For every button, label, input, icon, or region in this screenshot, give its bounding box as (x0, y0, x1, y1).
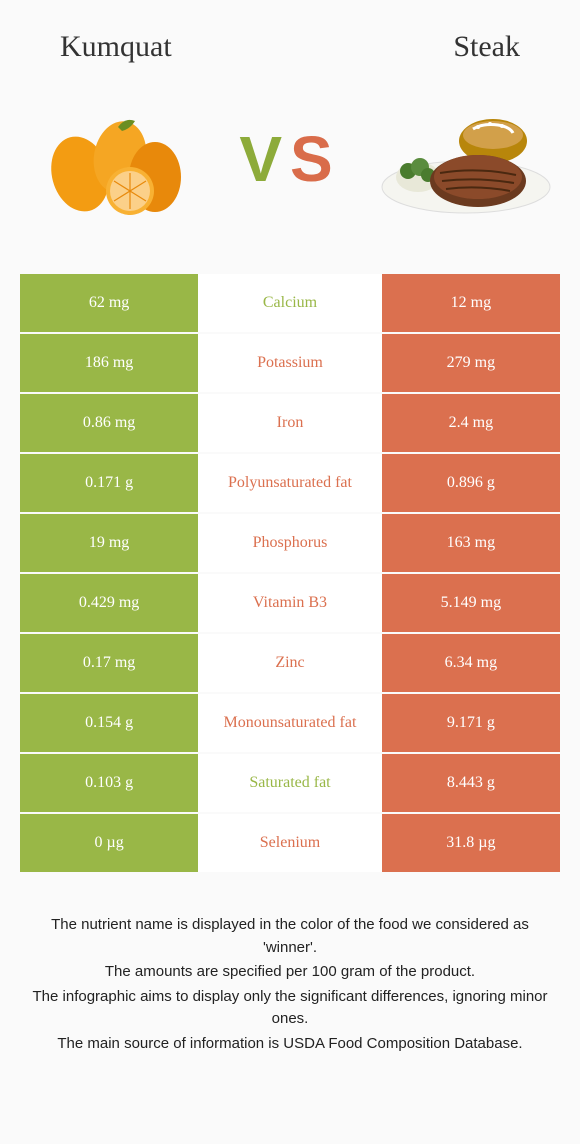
table-body: 62 mgCalcium12 mg186 mgPotassium279 mg0.… (20, 274, 560, 874)
nutrient-label-cell: Vitamin B3 (198, 574, 382, 634)
table-row: 0.154 gMonounsaturated fat9.171 g (20, 694, 560, 754)
right-value-cell: 163 mg (382, 514, 560, 574)
left-value-cell: 0.103 g (20, 754, 198, 814)
steak-image (375, 94, 555, 224)
table-row: 0 µgSelenium31.8 µg (20, 814, 560, 874)
left-value-cell: 0.17 mg (20, 634, 198, 694)
left-value-cell: 0.154 g (20, 694, 198, 754)
nutrient-label-cell: Zinc (198, 634, 382, 694)
left-value-cell: 19 mg (20, 514, 198, 574)
footnote-line: The infographic aims to display only the… (30, 986, 550, 1031)
footnote: The nutrient name is displayed in the co… (20, 874, 560, 1055)
left-value-cell: 0.171 g (20, 454, 198, 514)
nutrient-label-cell: Potassium (198, 334, 382, 394)
images-row: VS (20, 94, 560, 274)
right-value-cell: 279 mg (382, 334, 560, 394)
nutrient-label-cell: Monounsaturated fat (198, 694, 382, 754)
table-row: 62 mgCalcium12 mg (20, 274, 560, 334)
left-value-cell: 0.429 mg (20, 574, 198, 634)
left-value-cell: 62 mg (20, 274, 198, 334)
table-row: 0.171 gPolyunsaturated fat0.896 g (20, 454, 560, 514)
table-row: 0.86 mgIron2.4 mg (20, 394, 560, 454)
right-value-cell: 2.4 mg (382, 394, 560, 454)
right-food-title: Steak (453, 30, 520, 64)
table-row: 19 mgPhosphorus163 mg (20, 514, 560, 574)
right-value-cell: 12 mg (382, 274, 560, 334)
right-value-cell: 6.34 mg (382, 634, 560, 694)
left-value-cell: 186 mg (20, 334, 198, 394)
footnote-line: The amounts are specified per 100 gram o… (30, 961, 550, 984)
nutrient-label-cell: Calcium (198, 274, 382, 334)
right-value-cell: 5.149 mg (382, 574, 560, 634)
left-value-cell: 0 µg (20, 814, 198, 874)
header-row: Kumquat Steak (20, 20, 560, 94)
left-value-cell: 0.86 mg (20, 394, 198, 454)
nutrient-label-cell: Phosphorus (198, 514, 382, 574)
kumquat-image (25, 94, 205, 224)
nutrient-label-cell: Iron (198, 394, 382, 454)
nutrient-label-cell: Selenium (198, 814, 382, 874)
footnote-line: The main source of information is USDA F… (30, 1033, 550, 1056)
table-row: 0.103 gSaturated fat8.443 g (20, 754, 560, 814)
comparison-table: 62 mgCalcium12 mg186 mgPotassium279 mg0.… (20, 274, 560, 874)
nutrient-label-cell: Saturated fat (198, 754, 382, 814)
vs-letter-s: S (290, 123, 341, 195)
right-value-cell: 8.443 g (382, 754, 560, 814)
table-row: 0.429 mgVitamin B35.149 mg (20, 574, 560, 634)
left-food-title: Kumquat (60, 30, 172, 64)
infographic-container: Kumquat Steak VS (20, 20, 560, 1055)
footnote-line: The nutrient name is displayed in the co… (30, 914, 550, 959)
vs-label: VS (239, 122, 340, 196)
nutrient-label-cell: Polyunsaturated fat (198, 454, 382, 514)
right-value-cell: 0.896 g (382, 454, 560, 514)
right-value-cell: 31.8 µg (382, 814, 560, 874)
table-row: 0.17 mgZinc6.34 mg (20, 634, 560, 694)
vs-letter-v: V (239, 123, 290, 195)
table-row: 186 mgPotassium279 mg (20, 334, 560, 394)
right-value-cell: 9.171 g (382, 694, 560, 754)
